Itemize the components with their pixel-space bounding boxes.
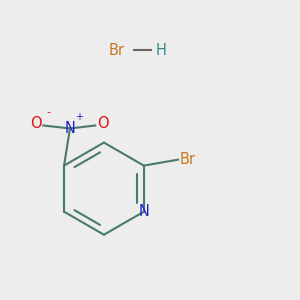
Text: -: - — [46, 107, 50, 117]
Text: H: H — [156, 43, 167, 58]
Text: N: N — [138, 204, 149, 219]
Text: Br: Br — [179, 152, 196, 167]
Text: +: + — [75, 112, 83, 122]
Text: N: N — [64, 121, 75, 136]
Text: O: O — [97, 116, 108, 131]
Text: O: O — [30, 116, 42, 131]
Text: Br: Br — [109, 43, 125, 58]
